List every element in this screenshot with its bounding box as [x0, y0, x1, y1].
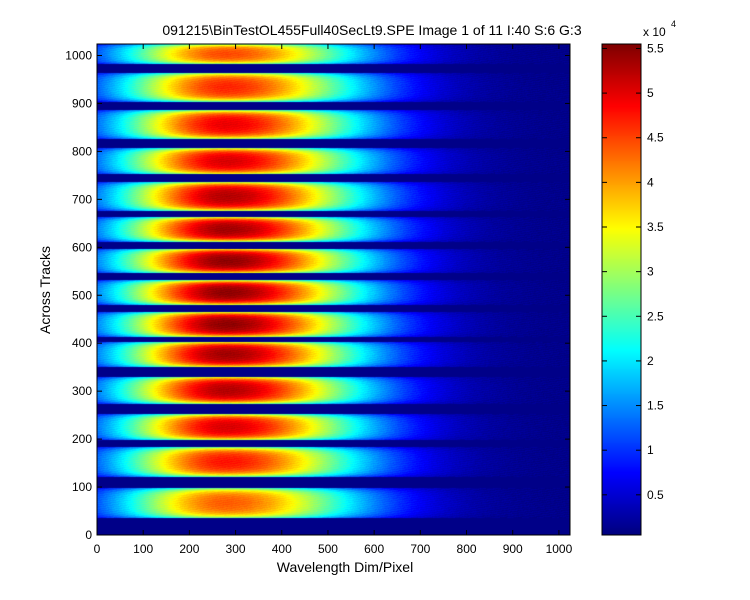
colorbar-tick-label: 2.5 — [647, 309, 664, 323]
colorbar-tick-label: 3 — [647, 265, 654, 279]
y-tick-label: 200 — [72, 432, 92, 446]
colorbar-tick-label: 3.5 — [647, 220, 664, 234]
y-tick-label: 700 — [72, 192, 92, 206]
colorbar-gradient — [602, 44, 641, 535]
colorbar-tick-label: 5.5 — [647, 41, 664, 55]
y-tick-label: 600 — [72, 240, 92, 254]
x-tick-label: 800 — [457, 542, 477, 556]
y-tick-label: 0 — [85, 528, 92, 542]
y-axis: 0 100 200 300 400 500 600 700 800 900 1000 — [65, 49, 570, 542]
x-tick-label: 400 — [272, 542, 292, 556]
colorbar-tick-label: 2 — [647, 354, 654, 368]
colorbar-multiplier: x 10 — [643, 25, 666, 39]
colorbar-tick-label: 4 — [647, 175, 654, 189]
x-tick-label: 1000 — [546, 542, 573, 556]
colorbar-tick-label: 5 — [647, 86, 654, 100]
x-tick-label: 500 — [318, 542, 338, 556]
x-tick-label: 600 — [364, 542, 384, 556]
y-tick-label: 800 — [72, 144, 92, 158]
y-tick-label: 400 — [72, 336, 92, 350]
x-tick-label: 700 — [410, 542, 430, 556]
plot-frame — [96, 43, 571, 536]
y-tick-label: 500 — [72, 288, 92, 302]
colorbar-tick-label: 1 — [647, 443, 654, 457]
chart-title: 091215\BinTestOL455Full40SecLt9.SPE Imag… — [162, 22, 581, 38]
y-tick-label: 1000 — [65, 49, 92, 63]
colorbar-tick-label: 4.5 — [647, 131, 664, 145]
colorbar-frame — [601, 43, 642, 536]
x-tick-label: 300 — [226, 542, 246, 556]
colorbar-exponent: 4 — [671, 19, 676, 29]
x-tick-label: 0 — [94, 542, 101, 556]
colorbar-axis: 0.5 1 1.5 2 2.5 3 3.5 4 4.5 5 5.5 — [602, 41, 664, 502]
y-tick-label: 900 — [72, 96, 92, 110]
y-tick-label: 300 — [72, 384, 92, 398]
x-tick-label: 900 — [503, 542, 523, 556]
colorbar-tick-label: 0.5 — [647, 488, 664, 502]
x-axis: 0 100 200 300 400 500 600 700 800 900 1000 — [94, 44, 573, 556]
x-tick-label: 200 — [179, 542, 199, 556]
y-axis-label: Across Tracks — [37, 246, 53, 334]
x-tick-label: 100 — [133, 542, 153, 556]
x-axis-label: Wavelength Dim/Pixel — [277, 559, 413, 575]
heatmap-image — [97, 44, 570, 535]
y-tick-label: 100 — [72, 480, 92, 494]
colorbar-tick-label: 1.5 — [647, 399, 664, 413]
